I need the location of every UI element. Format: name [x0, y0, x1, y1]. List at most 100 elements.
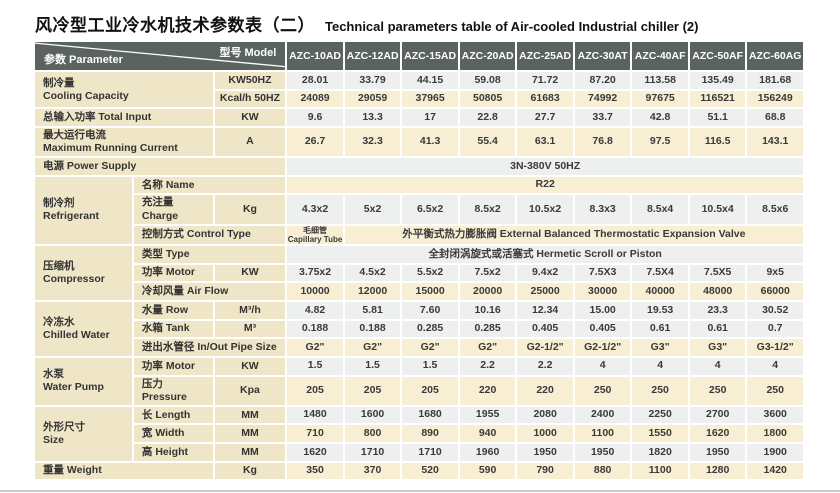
value-cell: 250	[747, 376, 803, 405]
value-cell: 1.5	[287, 357, 343, 375]
value-cell: 0.285	[459, 320, 516, 338]
value-cell: 41.3	[402, 127, 458, 157]
value-cell: 2700	[689, 406, 746, 424]
row-label-tank: 水箱 Tank	[133, 320, 213, 338]
table-row: 水泵 Water Pump 功率 Motor KW 1.5 1.5 1.5 2.2 2.2 4 4…	[35, 357, 803, 405]
value-cell: 5x2	[344, 195, 401, 224]
value-cell: 74992	[574, 90, 631, 108]
value-cell: 1820	[632, 444, 688, 461]
value-cell: 250	[574, 376, 631, 405]
value-cell: 0.405	[517, 320, 573, 338]
unit-cell: Kpa	[214, 376, 286, 405]
value-cell: 59.08	[459, 72, 516, 89]
value-cell: 940	[459, 425, 516, 443]
unit-cell: MM	[214, 406, 286, 424]
value-cell: 0.188	[287, 320, 343, 338]
table-row: 进出水管径 In/Out Pipe Size G2" G2" G2" G2" G2-1/2…	[35, 339, 803, 356]
unit-cell: MM	[214, 444, 286, 461]
diagonal-divider	[35, 42, 285, 70]
row-label-control-type: 控制方式 Control Type	[133, 225, 286, 245]
row-label-weight: 重量 Weight	[35, 462, 213, 480]
model-header: AZC-15AD	[402, 42, 458, 70]
value-cell: G2-1/2"	[517, 339, 573, 356]
row-label-air-flow: 冷却风量 Air Flow	[133, 283, 286, 300]
value-cell: 28.01	[287, 72, 343, 89]
value-cell: 156249	[747, 90, 803, 108]
parameters-table: 型号 Model 参数 Parameter AZC-10AD AZC-12AD AZC-…	[33, 40, 805, 481]
unit-cell: KW50HZ	[214, 72, 286, 89]
value-cell: 外平衡式热力膨胀阀 External Balanced Thermostatic…	[344, 225, 803, 245]
value-cell: 17	[402, 109, 458, 126]
model-header: AZC-60AG	[747, 42, 803, 70]
value-cell: 4.3x2	[287, 195, 343, 224]
value-cell: 8.3x3	[574, 195, 631, 224]
value-cell: 10000	[287, 283, 343, 300]
value-cell: 1955	[459, 406, 516, 424]
model-header: AZC-10AD	[287, 42, 343, 70]
value-cell: 4	[747, 357, 803, 375]
value-cell: 1550	[632, 425, 688, 443]
value-cell: 3N-380V 50HZ	[287, 158, 803, 175]
title-chinese: 风冷型工业冷水机技术参数表（二）	[35, 16, 315, 35]
table-row: 重量 Weight Kg 350 370 520 590 790 880 1100 1280 142…	[35, 462, 803, 480]
value-cell: 1950	[517, 444, 573, 461]
value-cell: 220	[459, 376, 516, 405]
value-cell: 4	[689, 357, 746, 375]
value-cell: 8.5x2	[459, 195, 516, 224]
value-cell: 220	[517, 376, 573, 405]
corner-model-label: 型号 Model	[219, 47, 277, 59]
value-cell: 1710	[402, 444, 458, 461]
value-cell: 5.5x2	[402, 264, 458, 282]
unit-cell: KW	[214, 264, 286, 282]
value-cell: 24089	[287, 90, 343, 108]
value-cell: 4.5x2	[344, 264, 401, 282]
unit-cell: KW	[214, 357, 286, 375]
value-cell: 1.5	[344, 357, 401, 375]
table-row: 功率 Motor KW 3.75x2 4.5x2 5.5x2 7.5x2 9.4x2 7.5X…	[35, 264, 803, 282]
value-cell: 7.60	[402, 302, 458, 319]
value-cell: 7.5X5	[689, 264, 746, 282]
value-cell: 1420	[747, 462, 803, 480]
value-cell: 1710	[344, 444, 401, 461]
value-cell: 800	[344, 425, 401, 443]
table-row: 最大运行电流 Maximum Running Current A 26.7 32.3 4…	[35, 127, 803, 157]
group-label-compressor: 压缩机 Compressor	[35, 246, 132, 300]
value-cell: 44.15	[402, 72, 458, 89]
value-cell: 25000	[517, 283, 573, 300]
row-label-height: 高 Height	[133, 444, 213, 461]
row-label-max-running-current: 最大运行电流 Maximum Running Current	[35, 127, 213, 157]
value-cell: 2250	[632, 406, 688, 424]
table-corner-header: 型号 Model 参数 Parameter	[35, 42, 286, 70]
value-cell: 10.5x2	[517, 195, 573, 224]
value-cell: 37965	[402, 90, 458, 108]
value-cell: 55.4	[459, 127, 516, 157]
value-cell: 3.75x2	[287, 264, 343, 282]
unit-cell: M³	[214, 320, 286, 338]
value-cell: 7.5X3	[574, 264, 631, 282]
value-cell: 15.00	[574, 302, 631, 319]
value-cell: 520	[402, 462, 458, 480]
value-cell: 30.52	[747, 302, 803, 319]
value-cell: 116521	[689, 90, 746, 108]
table-row: 制冷量 Cooling Capacity KW50HZ 28.01 33.79 44.1…	[35, 72, 803, 108]
value-cell: G2"	[287, 339, 343, 356]
group-label-water-pump: 水泵 Water Pump	[35, 357, 132, 405]
value-cell: 9.6	[287, 109, 343, 126]
value-cell: 32.3	[344, 127, 401, 157]
value-cell: 1680	[402, 406, 458, 424]
value-cell: 30000	[574, 283, 631, 300]
value-cell: 370	[344, 462, 401, 480]
value-cell: 71.72	[517, 72, 573, 89]
value-cell: 20000	[459, 283, 516, 300]
value-cell: 63.1	[517, 127, 573, 157]
value-cell: 97.5	[632, 127, 688, 157]
value-cell: G2"	[402, 339, 458, 356]
value-cell: 0.61	[632, 320, 688, 338]
value-cell: 590	[459, 462, 516, 480]
model-header: AZC-20AD	[459, 42, 516, 70]
value-cell: 710	[287, 425, 343, 443]
value-cell: 0.188	[344, 320, 401, 338]
corner-parameter-label: 参数 Parameter	[44, 54, 123, 66]
row-label-charge: 充注量 Charge	[133, 195, 213, 224]
